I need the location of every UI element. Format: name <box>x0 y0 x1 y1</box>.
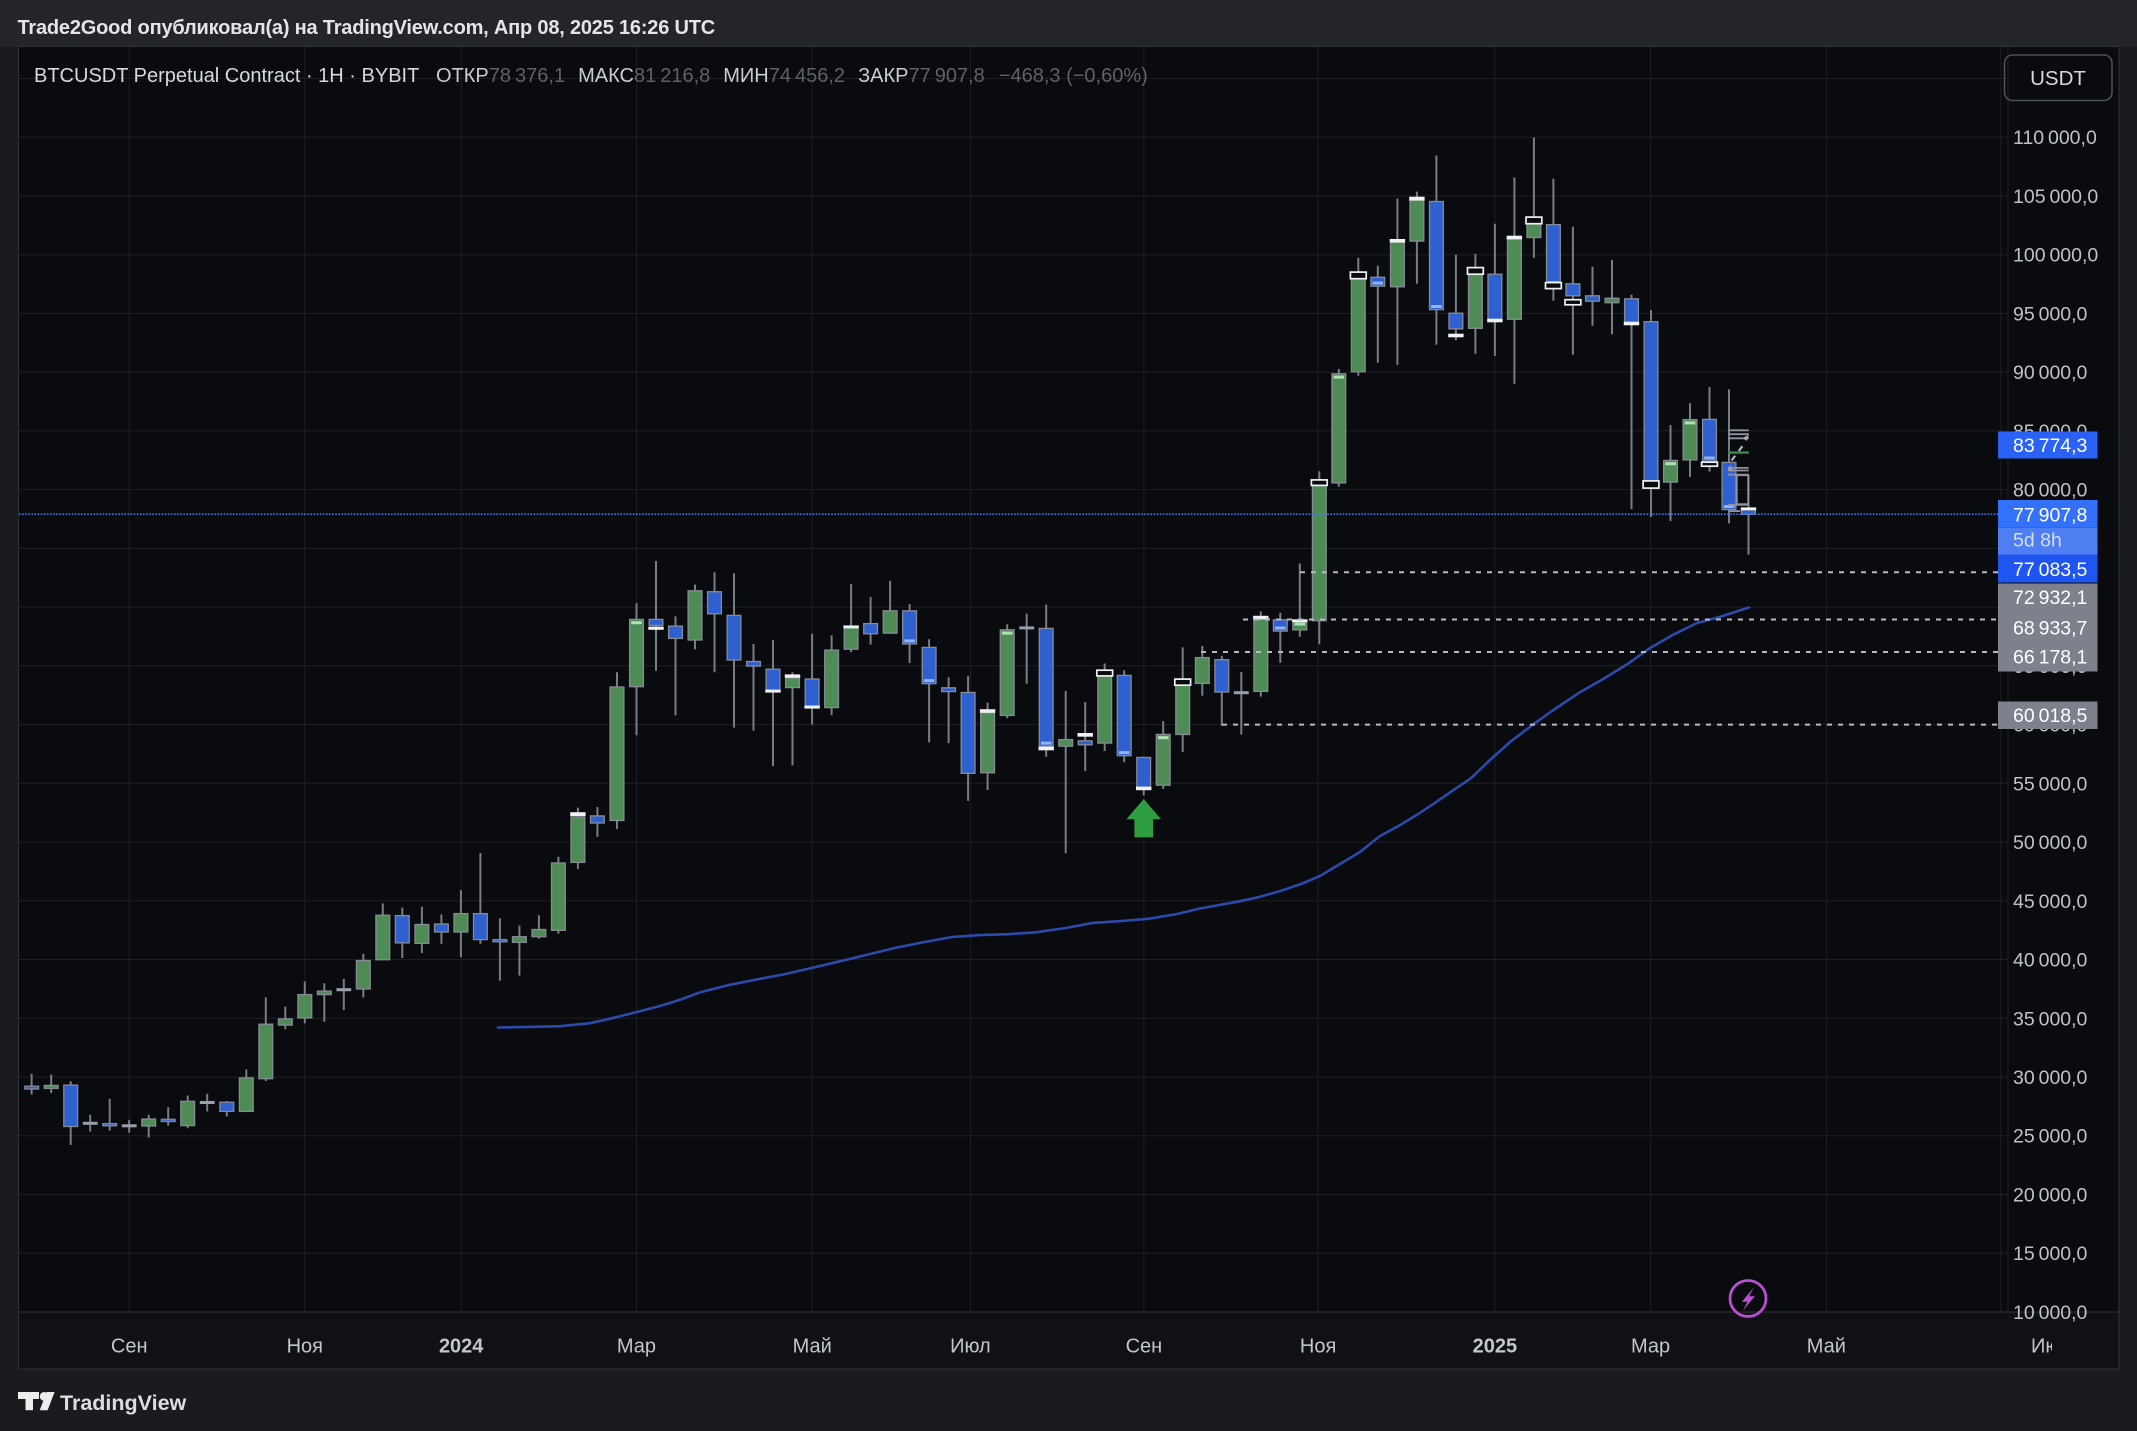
svg-text:100 000,0: 100 000,0 <box>2013 245 2098 267</box>
svg-text:72 932,1: 72 932,1 <box>2013 587 2087 609</box>
svg-text:Мар: Мар <box>617 1336 656 1358</box>
svg-text:10 000,0: 10 000,0 <box>2013 1302 2088 1324</box>
svg-text:Июл: Июл <box>950 1336 991 1358</box>
svg-text:Сен: Сен <box>111 1336 148 1358</box>
svg-text:68 933,7: 68 933,7 <box>2013 617 2087 639</box>
svg-text:60 018,5: 60 018,5 <box>2013 705 2088 727</box>
svg-text:Май: Май <box>1807 1336 1846 1358</box>
svg-text:Июл: Июл <box>2031 1336 2072 1358</box>
svg-text:5d 8h: 5d 8h <box>2013 530 2062 552</box>
svg-text:2024: 2024 <box>439 1336 484 1358</box>
svg-text:90 000,0: 90 000,0 <box>2013 362 2088 384</box>
svg-text:Сен: Сен <box>1126 1336 1163 1358</box>
svg-text:Мар: Мар <box>1631 1336 1670 1358</box>
svg-text:66 178,1: 66 178,1 <box>2013 647 2087 669</box>
svg-text:TradingView: TradingView <box>60 1391 187 1415</box>
svg-text:BTCUSDT Perpetual Contract · 1: BTCUSDT Perpetual Contract · 1H · BYBIT <box>34 65 419 87</box>
svg-text:20 000,0: 20 000,0 <box>2013 1185 2088 1207</box>
svg-text:95 000,0: 95 000,0 <box>2013 303 2088 325</box>
svg-text:110 000,0: 110 000,0 <box>2013 127 2097 149</box>
svg-text:77 907,8: 77 907,8 <box>2013 505 2087 527</box>
svg-text:105 000,0: 105 000,0 <box>2013 186 2098 208</box>
svg-text:15 000,0: 15 000,0 <box>2013 1243 2088 1265</box>
svg-text:Trade2Good опубликовал(а) на T: Trade2Good опубликовал(а) на TradingView… <box>18 17 716 39</box>
svg-text:50 000,0: 50 000,0 <box>2013 832 2088 854</box>
svg-text:Май: Май <box>793 1336 832 1358</box>
svg-text:25 000,0: 25 000,0 <box>2013 1126 2088 1148</box>
svg-text:2025: 2025 <box>1473 1336 1518 1358</box>
svg-text:77 083,5: 77 083,5 <box>2013 559 2088 581</box>
svg-text:30 000,0: 30 000,0 <box>2013 1067 2088 1089</box>
svg-text:35 000,0: 35 000,0 <box>2013 1008 2088 1030</box>
svg-text:Ноя: Ноя <box>287 1336 323 1358</box>
svg-text:83 774,3: 83 774,3 <box>2013 435 2087 457</box>
svg-text:USDT: USDT <box>2030 67 2086 90</box>
svg-text:55 000,0: 55 000,0 <box>2013 773 2088 795</box>
svg-text:Ноя: Ноя <box>1300 1336 1336 1358</box>
svg-text:45 000,0: 45 000,0 <box>2013 891 2088 913</box>
svg-text:80 000,0: 80 000,0 <box>2013 480 2088 502</box>
svg-text:40 000,0: 40 000,0 <box>2013 950 2088 972</box>
